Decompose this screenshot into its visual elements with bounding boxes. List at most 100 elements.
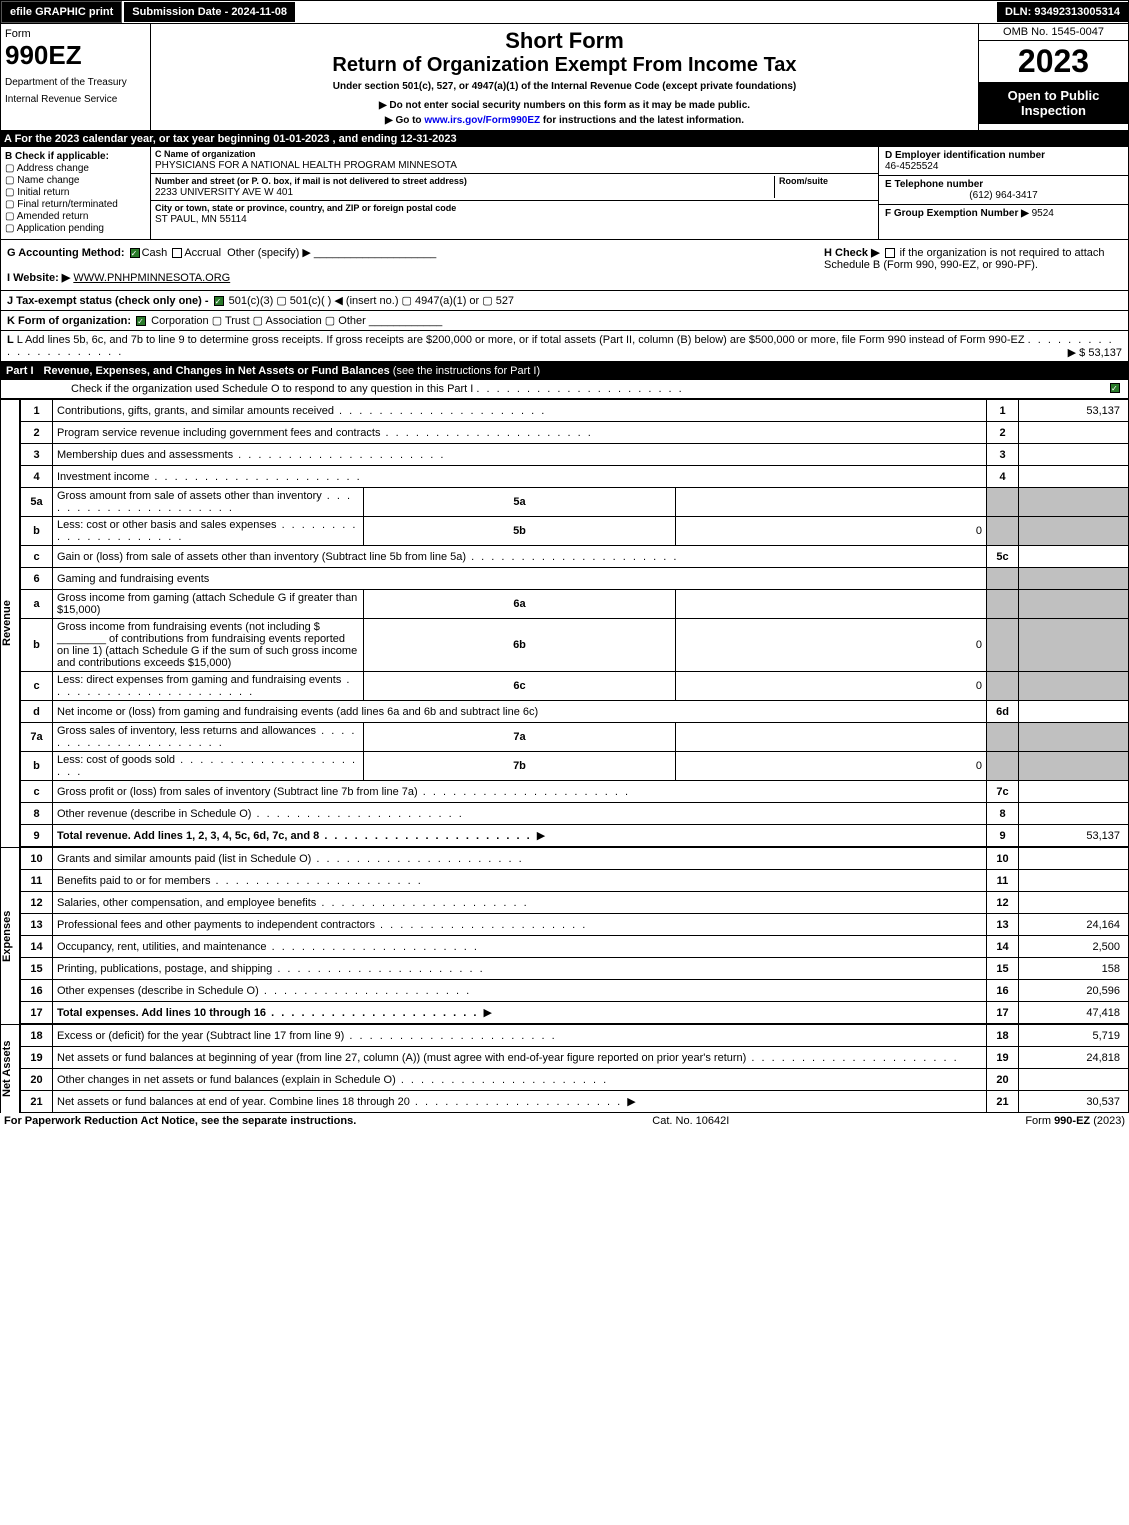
j-label: J Tax-exempt status (check only one) -: [7, 295, 209, 307]
l-value: ▶ $ 53,137: [1068, 346, 1122, 359]
line-18: 18Excess or (deficit) for the year (Subt…: [21, 1025, 1129, 1047]
section-b-title: B Check if applicable:: [5, 151, 109, 162]
chk-cash[interactable]: [130, 248, 140, 258]
line-4: 4Investment income4: [21, 466, 1129, 488]
part-1-title: Revenue, Expenses, and Changes in Net As…: [44, 365, 390, 377]
efile-print-button[interactable]: efile GRAPHIC print: [1, 1, 122, 23]
chk-name-change[interactable]: Name change: [5, 175, 146, 186]
under-section: Under section 501(c), 527, or 4947(a)(1)…: [155, 81, 974, 92]
c-addr-label: Number and street (or P. O. box, if mail…: [155, 176, 467, 186]
line-12: 12Salaries, other compensation, and empl…: [21, 892, 1129, 914]
chk-address-change[interactable]: Address change: [5, 163, 146, 174]
g-cash: Cash: [142, 247, 168, 259]
omb-number: OMB No. 1545-0047: [979, 24, 1128, 41]
line-7a: 7aGross sales of inventory, less returns…: [21, 723, 1129, 752]
net-assets-sidebar: Net Assets: [0, 1024, 20, 1113]
line-7b: bLess: cost of goods sold7b0: [21, 752, 1129, 781]
g-other: Other (specify) ▶: [227, 247, 311, 259]
part-1-header: Part I Revenue, Expenses, and Changes in…: [0, 362, 1129, 380]
section-a: A For the 2023 calendar year, or tax yea…: [0, 131, 1129, 147]
footer-left: For Paperwork Reduction Act Notice, see …: [4, 1115, 356, 1127]
line-1: 1Contributions, gifts, grants, and simil…: [21, 400, 1129, 422]
org-city: ST PAUL, MN 55114: [155, 214, 247, 225]
g-label: G Accounting Method:: [7, 247, 125, 259]
org-name: PHYSICIANS FOR A NATIONAL HEALTH PROGRAM…: [155, 160, 457, 171]
expenses-sidebar: Expenses: [0, 847, 20, 1024]
top-bar: efile GRAPHIC print Submission Date - 20…: [0, 0, 1129, 24]
line-20: 20Other changes in net assets or fund ba…: [21, 1069, 1129, 1091]
g-accrual: Accrual: [184, 247, 221, 259]
irs-link[interactable]: www.irs.gov/Form990EZ: [424, 115, 540, 126]
return-title: Return of Organization Exempt From Incom…: [155, 54, 974, 77]
ein-value: 46-4525524: [885, 161, 938, 172]
k-label: K Form of organization:: [7, 315, 131, 327]
line-14: 14Occupancy, rent, utilities, and mainte…: [21, 936, 1129, 958]
dept-treasury: Department of the Treasury: [5, 77, 146, 88]
line-6c: cLess: direct expenses from gaming and f…: [21, 672, 1129, 701]
line-6b: bGross income from fundraising events (n…: [21, 619, 1129, 672]
line-13: 13Professional fees and other payments t…: [21, 914, 1129, 936]
chk-corporation[interactable]: [136, 316, 146, 326]
k-options: Corporation ▢ Trust ▢ Association ▢ Othe…: [151, 315, 366, 327]
l-text: L Add lines 5b, 6c, and 7b to line 9 to …: [17, 334, 1025, 346]
line-11: 11Benefits paid to or for members11: [21, 870, 1129, 892]
chk-application-pending[interactable]: Application pending: [5, 223, 146, 234]
form-number: 990EZ: [5, 40, 146, 71]
dln: DLN: 93492313005314: [997, 2, 1128, 22]
short-form-title: Short Form: [155, 28, 974, 54]
line-6a: aGross income from gaming (attach Schedu…: [21, 590, 1129, 619]
i-label: I Website: ▶: [7, 272, 70, 284]
open-to-public: Open to Public Inspection: [979, 82, 1128, 124]
expenses-table: 10Grants and similar amounts paid (list …: [20, 847, 1129, 1024]
line-5c: cGain or (loss) from sale of assets othe…: [21, 546, 1129, 568]
c-city-label: City or town, state or province, country…: [155, 203, 456, 213]
line-10: 10Grants and similar amounts paid (list …: [21, 848, 1129, 870]
part-1-check-note: Check if the organization used Schedule …: [0, 380, 1129, 399]
line-5a: 5aGross amount from sale of assets other…: [21, 488, 1129, 517]
submission-date: Submission Date - 2024-11-08: [124, 2, 295, 22]
chk-accrual[interactable]: [172, 248, 182, 258]
c-name-label: C Name of organization: [155, 149, 256, 159]
e-label: E Telephone number: [885, 179, 983, 190]
line-21: 21Net assets or fund balances at end of …: [21, 1091, 1129, 1113]
chk-schedule-o-part1[interactable]: [1110, 383, 1120, 393]
chk-501c3[interactable]: [214, 296, 224, 306]
entity-block: B Check if applicable: Address change Na…: [0, 147, 1129, 240]
f-label: F Group Exemption Number ▶: [885, 208, 1029, 219]
expenses-section: Expenses 10Grants and similar amounts pa…: [0, 847, 1129, 1024]
section-c: C Name of organization PHYSICIANS FOR A …: [151, 147, 878, 239]
line-9: 9Total revenue. Add lines 1, 2, 3, 4, 5c…: [21, 825, 1129, 847]
tax-year: 2023: [979, 41, 1128, 82]
net-assets-table: 18Excess or (deficit) for the year (Subt…: [20, 1024, 1129, 1113]
room-suite-label: Room/suite: [779, 176, 828, 186]
d-label: D Employer identification number: [885, 150, 1045, 161]
chk-schedule-b[interactable]: [885, 248, 895, 258]
goto-instructions: ▶ Go to www.irs.gov/Form990EZ for instru…: [155, 115, 974, 126]
line-7c: cGross profit or (loss) from sales of in…: [21, 781, 1129, 803]
chk-final-return[interactable]: Final return/terminated: [5, 199, 146, 210]
website-link[interactable]: WWW.PNHPMINNESOTA.ORG: [73, 272, 230, 284]
line-17: 17Total expenses. Add lines 10 through 1…: [21, 1002, 1129, 1024]
line-5b: bLess: cost or other basis and sales exp…: [21, 517, 1129, 546]
check-note-text: Check if the organization used Schedule …: [71, 383, 473, 395]
line-8: 8Other revenue (describe in Schedule O)8: [21, 803, 1129, 825]
section-b: B Check if applicable: Address change Na…: [1, 147, 151, 239]
form-header: Form 990EZ Department of the Treasury In…: [0, 24, 1129, 131]
section-gh: G Accounting Method: Cash Accrual Other …: [0, 240, 1129, 291]
section-k: K Form of organization: Corporation ▢ Tr…: [0, 311, 1129, 331]
revenue-table: 1Contributions, gifts, grants, and simil…: [20, 399, 1129, 847]
line-6d: dNet income or (loss) from gaming and fu…: [21, 701, 1129, 723]
chk-initial-return[interactable]: Initial return: [5, 187, 146, 198]
revenue-sidebar: Revenue: [0, 399, 20, 847]
dept-irs: Internal Revenue Service: [5, 94, 146, 105]
page-footer: For Paperwork Reduction Act Notice, see …: [0, 1113, 1129, 1129]
section-j: J Tax-exempt status (check only one) - 5…: [0, 291, 1129, 311]
section-def: D Employer identification number 46-4525…: [878, 147, 1128, 239]
footer-form: Form 990-EZ (2023): [1025, 1115, 1125, 1127]
line-16: 16Other expenses (describe in Schedule O…: [21, 980, 1129, 1002]
line-19: 19Net assets or fund balances at beginni…: [21, 1047, 1129, 1069]
ssn-warning: ▶ Do not enter social security numbers o…: [155, 100, 974, 111]
chk-amended-return[interactable]: Amended return: [5, 211, 146, 222]
revenue-section: Revenue 1Contributions, gifts, grants, a…: [0, 399, 1129, 847]
telephone-value: (612) 964-3417: [885, 190, 1122, 201]
